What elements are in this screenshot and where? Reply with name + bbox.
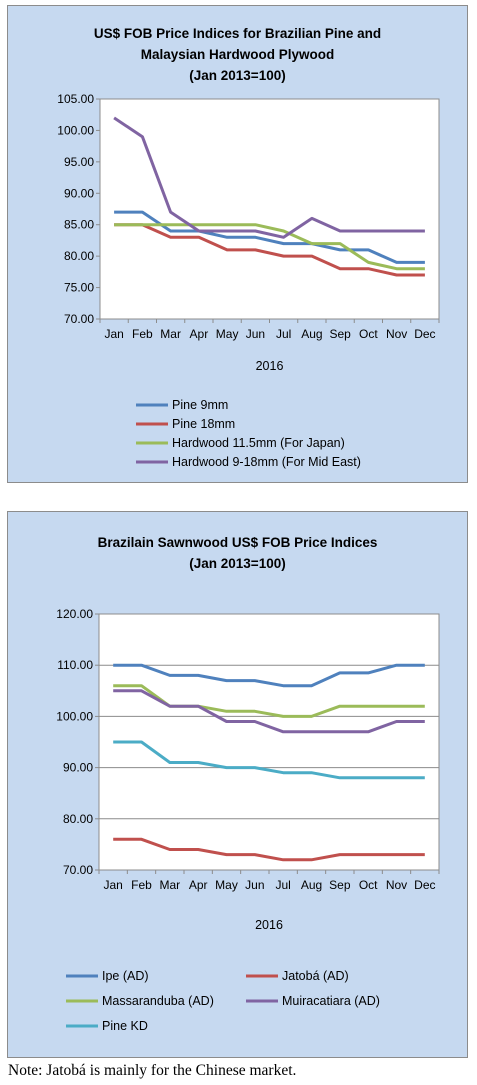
y-tick-label: 85.00 xyxy=(64,218,94,232)
x-tick-label: May xyxy=(215,878,238,892)
x-tick-label: Sep xyxy=(329,327,351,341)
footnote: Note: Jatobá is mainly for the Chinese m… xyxy=(8,1062,297,1079)
x-tick-label: Jul xyxy=(275,878,290,892)
x-tick-label: Apr xyxy=(190,327,209,341)
x-tick-label: Feb xyxy=(132,327,153,341)
series-line-pine-9mm xyxy=(114,210,425,264)
y-tick-label: 70.00 xyxy=(63,863,93,877)
y-tick-label: 90.00 xyxy=(63,761,93,775)
series-line-ipe-ad xyxy=(113,663,425,688)
x-axis-label: 2016 xyxy=(255,918,283,932)
x-tick-label: Aug xyxy=(301,327,322,341)
y-tick-label: 80.00 xyxy=(63,812,93,826)
y-tick-label: 70.00 xyxy=(64,312,94,326)
y-tick-label: 95.00 xyxy=(64,155,94,169)
chart-title-line-1: US$ FOB Price Indices for Brazilian Pine… xyxy=(93,26,382,41)
plot-area xyxy=(99,98,440,320)
sawnwood-price-chart: 70.00 80.00 90.00 100.00 110.00 120.00 Jan Feb M… xyxy=(56,607,440,1033)
x-tick-label: Mar xyxy=(160,327,181,341)
x-tick-label: Jul xyxy=(276,327,291,341)
x-tick-label: May xyxy=(216,327,239,341)
x-axis-label: 2016 xyxy=(256,359,284,373)
chart-title-line-1: Brazilain Sawnwood US$ FOB Price Indices xyxy=(97,535,378,550)
legend-label: Jatobá (AD) xyxy=(282,969,349,983)
x-tick-label: Jan xyxy=(103,878,122,892)
x-tick-label: Oct xyxy=(359,878,378,892)
legend-label: Massaranduba (AD) xyxy=(102,994,214,1008)
sawnwood-chart-panel: Brazilain Sawnwood US$ FOB Price Indices… xyxy=(7,511,468,1058)
series-line-jatob-ad xyxy=(113,837,425,862)
legend-label: Pine 18mm xyxy=(172,417,235,431)
chart-title-line-2: Malaysian Hardwood Plywood xyxy=(140,47,335,62)
legend-label: Hardwood 9-18mm (For Mid East) xyxy=(172,455,361,469)
x-tick-label: Nov xyxy=(386,878,407,892)
legend-label: Pine 9mm xyxy=(172,398,228,412)
legend-label: Ipe (AD) xyxy=(102,969,149,983)
x-tick-label: Oct xyxy=(359,327,378,341)
x-tick-label: Jun xyxy=(246,327,265,341)
plot-area xyxy=(98,613,440,871)
x-tick-label: Jun xyxy=(245,878,264,892)
x-tick-label: Jan xyxy=(104,327,123,341)
chart-title-line-2: (Jan 2013=100) xyxy=(189,556,286,571)
x-tick-label: Apr xyxy=(189,878,208,892)
legend-label: Hardwood 11.5mm (For Japan) xyxy=(172,436,345,450)
y-tick-label: 100.00 xyxy=(56,709,93,723)
legend-label: Pine KD xyxy=(102,1019,148,1033)
series-line-pine-kd xyxy=(113,740,425,780)
plywood-price-chart: 70.00 75.00 80.00 85.00 90.00 95.00 100.00 105.… xyxy=(57,92,440,469)
series-line-pine-18mm xyxy=(114,223,425,277)
y-tick-label: 75.00 xyxy=(64,281,94,295)
series-line-muiracatiara-ad xyxy=(113,689,425,734)
y-tick-label: 80.00 xyxy=(64,249,94,263)
y-tick-label: 110.00 xyxy=(57,658,93,672)
chart-title-line-3: (Jan 2013=100) xyxy=(189,68,286,83)
legend-label: Muiracatiara (AD) xyxy=(282,994,380,1008)
x-tick-label: Sep xyxy=(329,878,351,892)
y-tick-label: 100.00 xyxy=(57,123,94,137)
y-tick-label: 90.00 xyxy=(64,186,94,200)
x-tick-label: Aug xyxy=(301,878,322,892)
x-tick-label: Nov xyxy=(386,327,407,341)
series-line-hardwood-9-18mm-for-mid-east xyxy=(113,116,425,239)
x-tick-label: Dec xyxy=(414,878,435,892)
series-line-hardwood-11-5mm-for-japan xyxy=(114,223,425,271)
x-tick-label: Feb xyxy=(131,878,152,892)
x-tick-label: Dec xyxy=(414,327,435,341)
y-tick-label: 105.00 xyxy=(57,92,94,106)
y-tick-label: 120.00 xyxy=(56,607,93,621)
plywood-chart-panel: US$ FOB Price Indices for Brazilian Pine… xyxy=(7,5,468,483)
x-tick-label: Mar xyxy=(159,878,180,892)
